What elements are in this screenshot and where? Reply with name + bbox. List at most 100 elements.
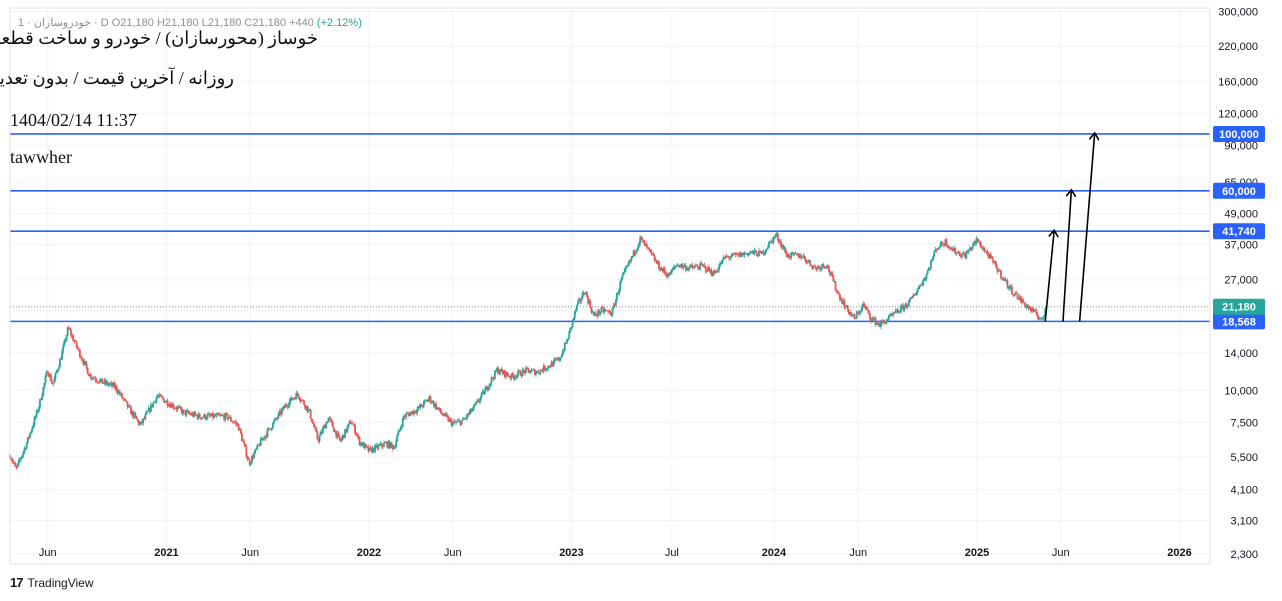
candle-body	[994, 260, 997, 264]
candle-body	[756, 255, 759, 257]
candle-body	[1001, 277, 1003, 279]
candle-body	[1024, 303, 1027, 308]
candle-body	[749, 252, 751, 254]
candle-body	[350, 423, 353, 425]
candle-body	[918, 285, 921, 287]
price-axis[interactable]: 300,000220,000160,000120,00090,00065,000…	[1218, 7, 1258, 561]
candle-body	[561, 351, 564, 357]
candle-body	[509, 376, 512, 379]
candle-body	[724, 255, 727, 259]
candle-body	[179, 406, 182, 410]
candle-body	[592, 311, 595, 316]
candle-body	[528, 370, 531, 374]
candle-body	[213, 415, 216, 418]
candle-body	[627, 264, 629, 266]
arrow-annotation[interactable]	[1078, 134, 1095, 322]
arrow-annotations[interactable]	[1044, 134, 1095, 322]
candle-body	[406, 413, 409, 415]
candle-body	[520, 375, 523, 377]
candle-body	[155, 397, 158, 403]
candle-body	[75, 341, 78, 347]
candle-body	[459, 420, 462, 425]
candle-body	[215, 414, 218, 417]
y-tick-label: 3,100	[1230, 516, 1258, 528]
candle-body	[493, 370, 496, 379]
candle-body	[369, 447, 372, 449]
candle-body	[600, 307, 603, 313]
candle-body	[1037, 316, 1040, 320]
candle-body	[164, 401, 167, 403]
x-tick-label: 2021	[154, 547, 178, 559]
candle-body	[235, 422, 238, 425]
candle-body	[825, 266, 828, 268]
y-tick-label: 4,100	[1230, 485, 1258, 497]
candle-body	[25, 443, 28, 449]
ohlc-change: (+2.12%)	[316, 17, 362, 29]
candle-body	[404, 416, 406, 418]
candle-body	[936, 248, 939, 251]
candle-body	[704, 266, 707, 272]
candle-body	[940, 241, 942, 247]
candle-body	[998, 270, 1001, 271]
candle-body	[222, 415, 224, 417]
candle-body	[105, 381, 108, 384]
candle-body	[237, 423, 240, 431]
candle-body	[954, 248, 957, 254]
candle-body	[1041, 318, 1043, 319]
candle-body	[891, 313, 894, 315]
candle-body	[478, 400, 481, 402]
candle-body	[931, 260, 933, 262]
candle-body	[226, 413, 229, 419]
candle-body	[245, 446, 248, 457]
candle-body	[122, 398, 125, 399]
candle-body	[274, 418, 277, 421]
candle-body	[97, 382, 100, 384]
candle-body	[762, 251, 765, 255]
candle-body	[734, 253, 737, 255]
candle-body	[987, 254, 990, 259]
candle-body	[556, 359, 558, 360]
candle-body	[923, 278, 926, 281]
candle-body	[137, 420, 140, 425]
candle-body	[384, 442, 386, 444]
candle-body	[688, 267, 690, 270]
candle-body	[639, 236, 642, 244]
arrow-annotation[interactable]	[1044, 231, 1054, 322]
x-tick-label: Jun	[39, 547, 57, 559]
candle-body	[952, 248, 955, 252]
candle-body	[559, 358, 562, 361]
candle-body	[703, 265, 706, 267]
candle-body	[897, 311, 900, 313]
candle-body	[662, 268, 665, 272]
candle-body	[168, 404, 171, 406]
candle-body	[603, 310, 606, 313]
candle-body	[670, 269, 673, 275]
candle-body	[1044, 308, 1047, 316]
candle-body	[10, 458, 13, 460]
candle-body	[232, 421, 234, 423]
x-tick-label: 2025	[965, 547, 989, 559]
candle-body	[59, 359, 61, 368]
candle-body	[207, 414, 210, 415]
candle-body	[370, 447, 373, 453]
arrow-annotation[interactable]	[1062, 191, 1071, 322]
candle-body	[323, 425, 325, 428]
tradingview-brand[interactable]: 17 TradingView	[10, 575, 94, 590]
candle-body	[773, 237, 776, 238]
candle-body	[885, 320, 888, 324]
candle-body	[717, 270, 719, 272]
candle-body	[162, 397, 165, 400]
candle-body	[483, 389, 486, 395]
candle-body	[12, 461, 15, 463]
candle-body	[189, 413, 192, 416]
time-axis[interactable]: Jun 2021 Jun 2022 Jun 2023 Jul 2024 Jun 2025 Jun 20…	[39, 547, 1192, 559]
candle-body	[665, 273, 668, 277]
candle-body	[661, 268, 664, 272]
horizontal-levels[interactable]	[10, 133, 1210, 323]
candle-body	[450, 419, 453, 426]
candle-body	[444, 413, 446, 416]
candle-body	[147, 408, 150, 412]
candle-body	[552, 360, 555, 367]
candle-body	[746, 253, 749, 256]
